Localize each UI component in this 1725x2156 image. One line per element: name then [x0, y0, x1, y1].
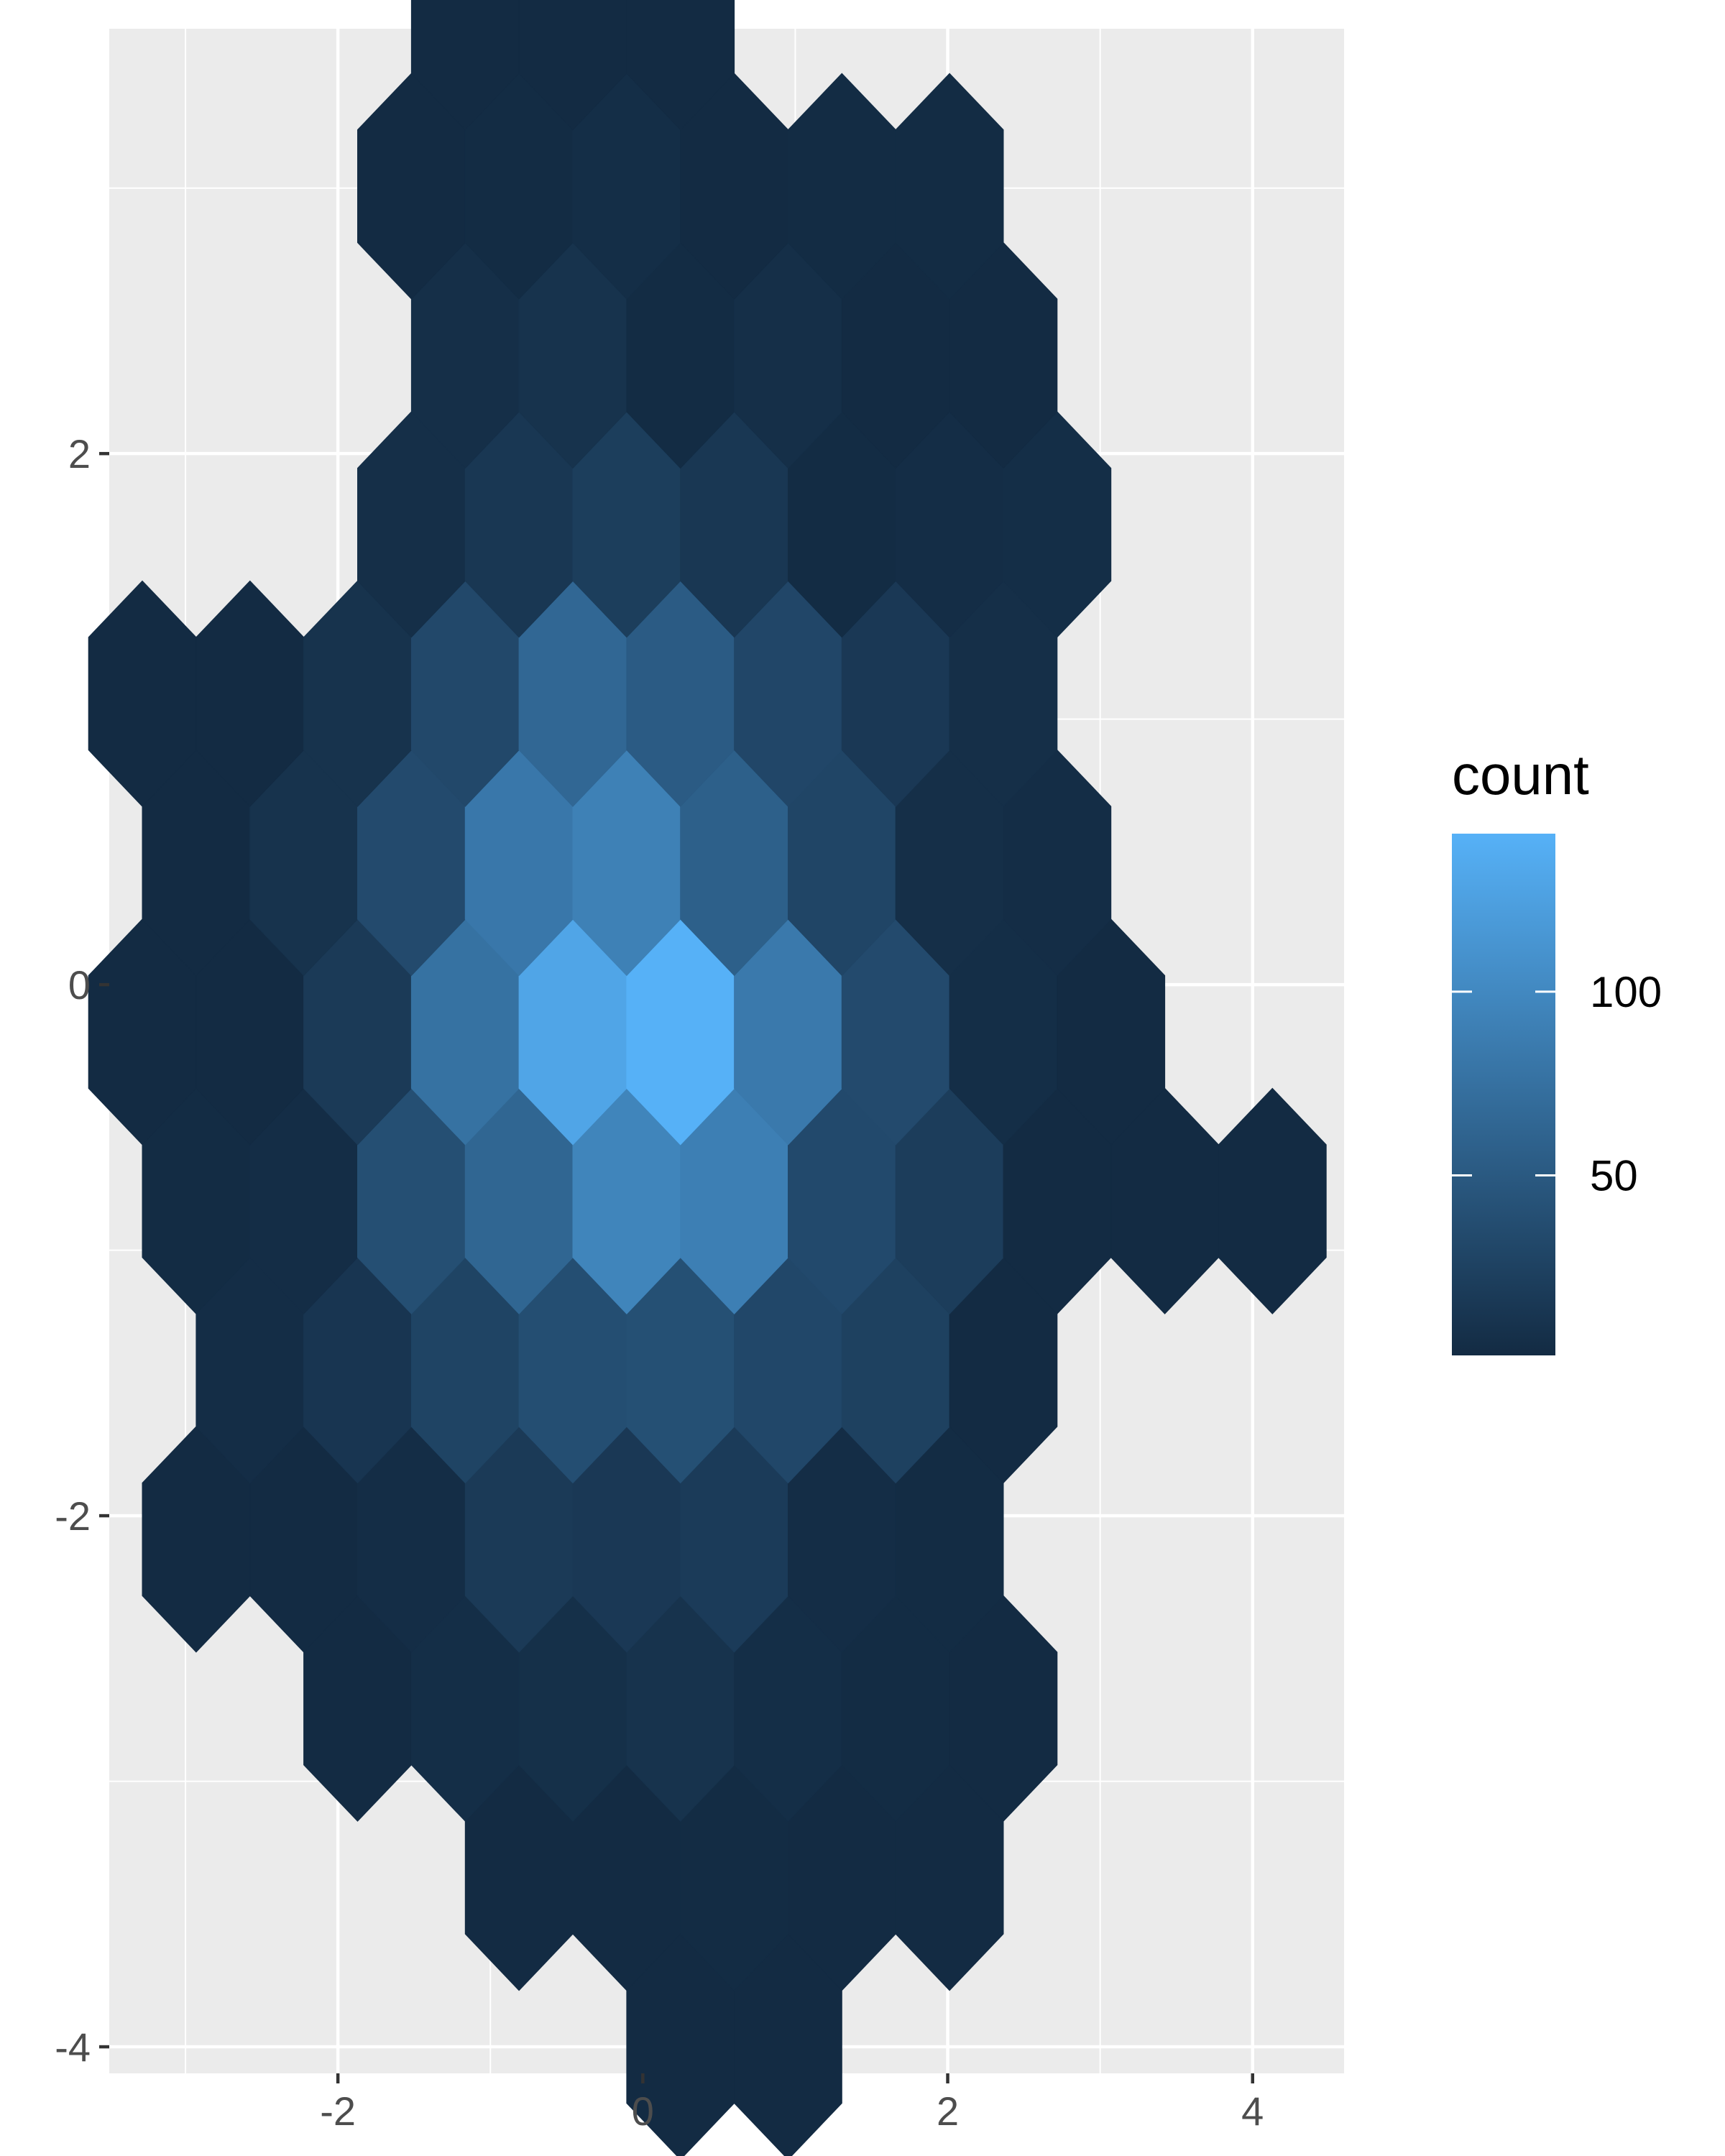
y-tick-label: 2: [68, 431, 91, 476]
legend-colorbar: [1452, 834, 1555, 1355]
x-axis: -2 0 2 4: [320, 2073, 1264, 2134]
hex-bins: [88, 0, 1327, 2156]
legend: count 50 100: [1452, 743, 1662, 1355]
x-tick-label: 0: [632, 2088, 654, 2134]
x-tick-label: -2: [320, 2088, 356, 2134]
hex-bin: [1218, 1087, 1327, 1314]
legend-label: 50: [1590, 1151, 1638, 1199]
y-tick-label: -2: [55, 1493, 91, 1539]
legend-title: count: [1452, 743, 1589, 806]
legend-ticks: 50 100: [1452, 968, 1662, 1199]
y-tick-label: 0: [68, 962, 91, 1008]
hex-bin: [626, 0, 735, 131]
y-axis: -4 -2 0 2: [55, 431, 109, 2070]
hex-bin: [410, 0, 520, 131]
hex-bin: [518, 0, 627, 131]
hex-bin: [895, 73, 1004, 300]
x-tick-label: 2: [937, 2088, 959, 2134]
legend-label: 100: [1590, 968, 1662, 1016]
y-tick-label: -4: [55, 2024, 91, 2070]
x-tick-label: 4: [1241, 2088, 1264, 2134]
